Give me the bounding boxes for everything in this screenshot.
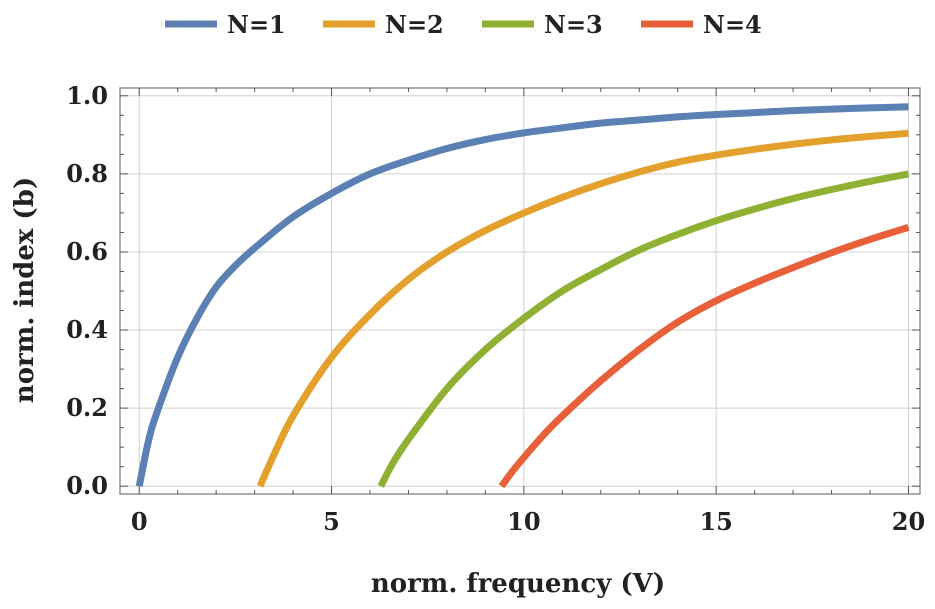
plot-border [119, 87, 921, 495]
legend-label: N=4 [703, 10, 762, 39]
legend-label: N=1 [227, 10, 286, 39]
y-axis-label: norm. index (b) [10, 177, 40, 403]
legend-item: N=2 [323, 10, 444, 39]
y-tick-label: 0.8 [66, 159, 108, 188]
x-tick-labels: 0 5 10 15 20 [131, 507, 925, 536]
x-tick-label: 10 [507, 507, 540, 536]
x-tick-label: 5 [323, 507, 340, 536]
x-tick-label: 15 [699, 507, 732, 536]
legend-label: N=3 [544, 10, 603, 39]
grid-lines [120, 88, 920, 494]
tick-marks [120, 88, 920, 494]
x-axis-label: norm. frequency (V) [371, 569, 665, 599]
legend-item: N=4 [641, 10, 762, 39]
y-tick-label: 1.0 [66, 81, 108, 110]
x-tick-label: 0 [131, 507, 148, 536]
y-tick-label: 0.0 [66, 471, 108, 500]
legend-item: N=3 [482, 10, 603, 39]
series-line-3 [377, 170, 910, 488]
x-tick-label: 20 [892, 507, 925, 536]
series-line-2 [256, 129, 909, 488]
series-line-4 [498, 224, 910, 489]
y-tick-labels: 0.0 0.2 0.4 0.6 0.8 1.0 [66, 81, 108, 500]
legend-label: N=2 [385, 10, 444, 39]
legend-item: N=1 [165, 10, 286, 39]
y-tick-label: 0.6 [66, 237, 108, 266]
y-tick-label: 0.2 [66, 393, 108, 422]
legend: N=1 N=2 N=3 N=4 [165, 10, 762, 39]
plot-frame [119, 87, 921, 495]
y-tick-label: 0.4 [66, 315, 108, 344]
series-line-1 [135, 103, 909, 487]
series-lines [135, 103, 910, 489]
